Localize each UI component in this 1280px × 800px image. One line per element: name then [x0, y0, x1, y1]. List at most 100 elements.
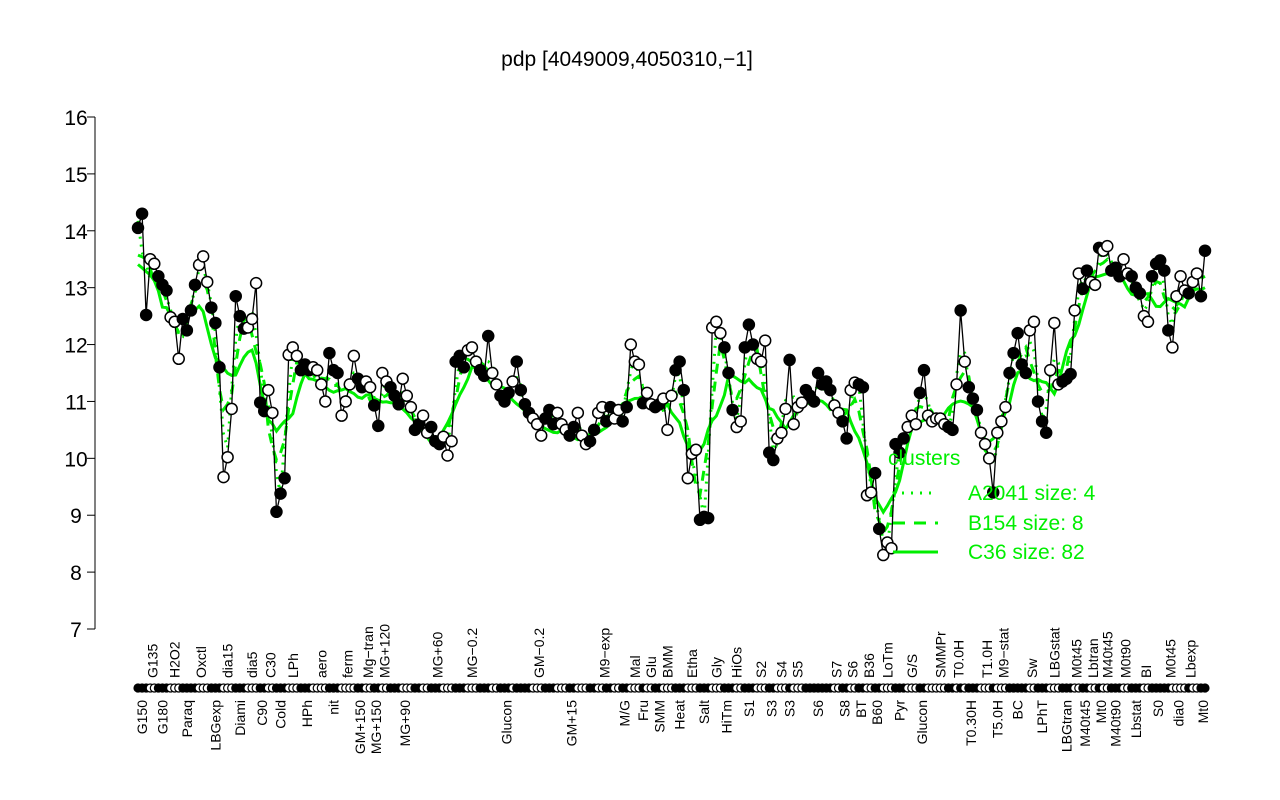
x-tick-label: SMM — [651, 700, 667, 733]
data-point — [783, 353, 796, 367]
data-point — [1007, 346, 1020, 360]
data-point — [754, 355, 768, 368]
data-point — [131, 221, 145, 235]
data-point — [331, 366, 344, 380]
y-axis: 7 8 9 10 11 12 13 14 15 16 — [64, 107, 96, 642]
data-point — [465, 341, 479, 354]
x-tick-label: G/S — [904, 654, 920, 678]
data-point — [502, 386, 515, 400]
data-point — [188, 278, 202, 292]
data-point — [148, 257, 161, 271]
x-tick-label: T0.0H — [951, 640, 967, 678]
data-point — [567, 420, 581, 434]
data-point — [701, 511, 715, 525]
x-tick-label: G135 — [144, 644, 160, 678]
x-tick-label: Fru — [635, 700, 651, 721]
data-point — [1035, 415, 1049, 428]
y-tick-label: 12 — [64, 335, 87, 358]
x-tick-label: Diami — [232, 700, 248, 736]
data-point — [640, 386, 654, 400]
data-point — [962, 380, 976, 394]
data-point — [1027, 315, 1041, 329]
data-point — [1043, 363, 1057, 377]
x-tick-label: Sw — [1024, 658, 1040, 678]
data-point — [372, 419, 385, 433]
x-tick-label: dia15 — [220, 644, 236, 678]
x-tick-label: Glucon — [914, 700, 930, 744]
x-tick-label: Glu — [643, 656, 659, 678]
data-point — [514, 383, 528, 397]
data-point — [135, 207, 149, 220]
x-tick-label: Mt0 — [1093, 700, 1109, 724]
x-tick-label: LPhT — [1034, 700, 1050, 734]
data-point — [1048, 316, 1061, 330]
data-point — [457, 361, 471, 374]
data-point — [392, 398, 405, 411]
x-tick-label: Pyr — [892, 700, 908, 721]
data-point — [795, 396, 809, 409]
x-tick-label: S1 — [741, 700, 757, 717]
x-tick-label: T5.0H — [989, 700, 1005, 738]
data-point — [400, 389, 414, 403]
data-point — [897, 432, 910, 445]
data-point — [233, 309, 247, 323]
data-point — [262, 383, 275, 397]
x-tick-label: M40t45 — [1099, 631, 1115, 678]
data-point — [1190, 267, 1204, 280]
data-point — [661, 423, 674, 437]
data-point — [673, 355, 686, 368]
data-point — [445, 435, 458, 448]
x-tick-label: C90 — [254, 700, 270, 726]
data-point — [270, 505, 283, 519]
data-point — [1153, 254, 1167, 267]
x-tick-label: GM+150 — [352, 700, 368, 754]
x-tick-label: M40t90 — [1107, 700, 1123, 747]
x-tick-label: MG−0.2 — [464, 628, 480, 678]
x-tick-label: H2O2 — [167, 641, 183, 678]
x-tick-label: LBGstat — [1046, 627, 1062, 678]
x-tick-label: S4 — [773, 661, 789, 678]
data-point — [229, 289, 242, 303]
y-tick-label: 13 — [64, 278, 87, 301]
data-point — [486, 366, 499, 380]
x-tick-label: nit — [325, 700, 341, 715]
y-tick-label: 16 — [64, 107, 87, 130]
x-tick-label: S3 — [782, 700, 798, 717]
data-point — [616, 415, 629, 428]
data-point — [225, 402, 238, 416]
data-point — [441, 449, 454, 462]
x-tick-label: Cold — [273, 700, 289, 729]
data-point — [893, 446, 906, 459]
data-point — [868, 466, 882, 480]
x-tick-label: C30 — [262, 652, 278, 678]
data-point — [877, 548, 890, 562]
x-tick-label: Lbtran — [1085, 638, 1101, 678]
y-tick-label: 10 — [64, 448, 87, 471]
data-point — [726, 403, 739, 417]
data-point — [172, 352, 185, 366]
legend-label-c36: C36 size: 82 — [968, 541, 1085, 564]
data-point — [245, 312, 259, 326]
x-tick-label: Mg−tran — [360, 626, 376, 678]
x-tick-label: S0 — [1150, 700, 1166, 717]
data-point — [184, 304, 198, 317]
x-tick-label: M0t45 — [1069, 639, 1085, 678]
data-point — [758, 334, 772, 347]
data-point — [323, 346, 336, 360]
x-tick-label: BI — [1138, 665, 1154, 678]
data-point — [624, 338, 638, 351]
data-point — [583, 435, 597, 448]
sample-marker — [1200, 683, 1210, 693]
data-point — [954, 304, 967, 317]
data-point — [1003, 366, 1016, 380]
x-tick-label: S3 — [763, 700, 779, 717]
x-tick-label: dia0 — [1171, 700, 1187, 727]
data-point — [718, 341, 731, 354]
data-point — [966, 392, 980, 405]
x-tick-label: MG+150 — [368, 700, 384, 754]
x-tick-label: Lbexp — [1183, 640, 1199, 678]
x-axis-labels: G150 G135 G180 H2O2 Paraq Oxctl LBGexp dia15 Dia… — [134, 624, 1211, 754]
data-point — [974, 426, 988, 439]
data-point — [991, 426, 1004, 439]
data-point — [1133, 287, 1147, 300]
